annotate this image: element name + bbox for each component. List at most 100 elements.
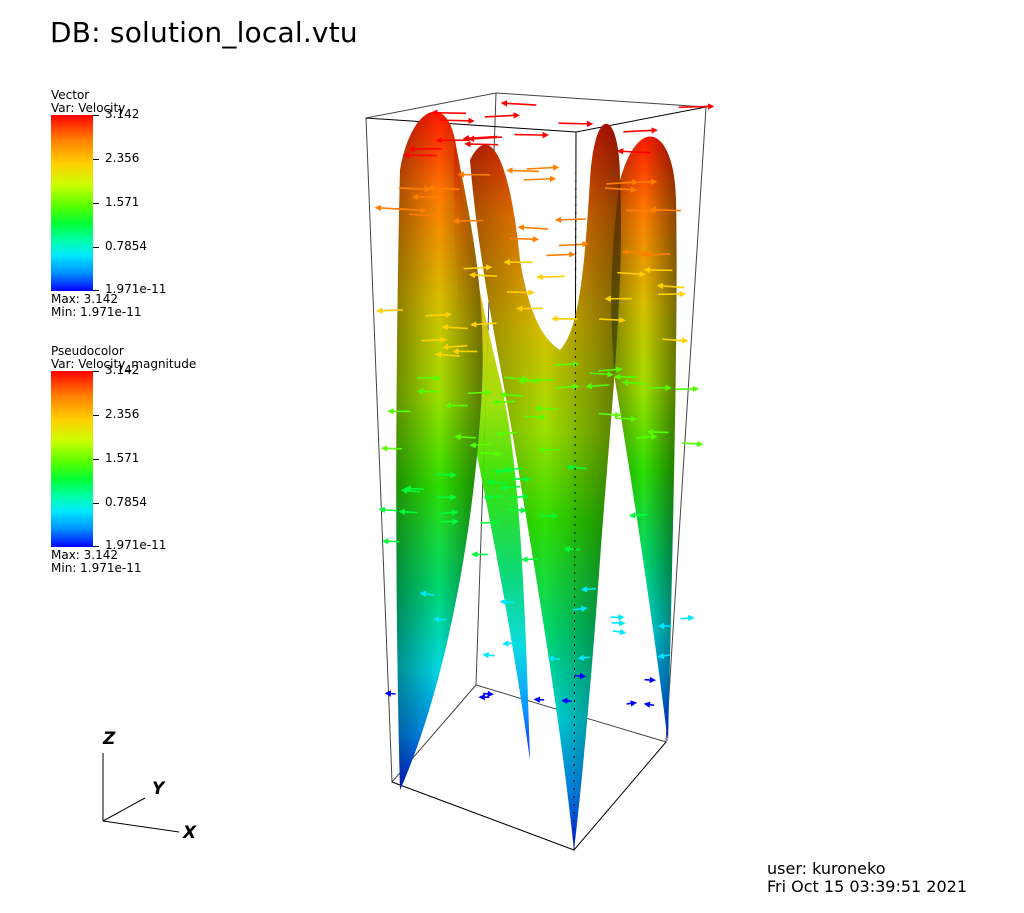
vector-glyphs (374, 100, 715, 708)
z-axis-label: Z (103, 729, 116, 749)
vector-glyph (555, 383, 580, 390)
vector-glyph (523, 175, 557, 183)
vector-glyph (649, 206, 681, 213)
vector-glyph (462, 135, 498, 142)
vector-glyph (628, 512, 648, 519)
vector-glyph (509, 235, 540, 243)
vector-glyph (526, 164, 560, 171)
legend-variable: Var: Velocity (51, 101, 126, 115)
colorbar-tick-label: 1.571 (105, 451, 140, 465)
colorbar-tick (93, 203, 99, 204)
vector-glyph (616, 148, 651, 155)
database-title: DB: solution_local.vtu (50, 16, 358, 49)
colorbar-tick (93, 290, 99, 291)
vector-glyph (469, 441, 491, 449)
vector-glyph (378, 506, 398, 514)
vector-glyph (380, 445, 403, 452)
vector-glyph (561, 697, 572, 705)
vector-glyph (517, 224, 549, 231)
vector-glyph (421, 336, 447, 344)
vector-glyph (599, 316, 626, 324)
vector-glyph (626, 700, 638, 707)
vector-glyph (500, 100, 537, 107)
vector-glyph (384, 690, 396, 697)
user-info: user: kuroneko Fri Oct 15 03:39:51 2021 (767, 860, 967, 896)
vector-glyph (375, 307, 404, 314)
vector-glyph (454, 433, 476, 441)
vector-glyph (558, 120, 594, 128)
vector-glyph (403, 151, 437, 159)
vector-glyph (439, 117, 475, 125)
vector-glyph (644, 676, 657, 684)
colorbar-tick (93, 459, 99, 460)
colorbar-tick (93, 159, 99, 160)
vector-glyph (536, 273, 565, 281)
vector-glyph (623, 127, 658, 134)
vector-glyph (482, 651, 495, 659)
vector-glyph (574, 672, 587, 680)
y-axis-label: Y (152, 779, 165, 799)
vector-glyph (523, 413, 547, 421)
vector-glyph (492, 398, 516, 406)
legend-plot-type: Vector (51, 88, 90, 102)
vector-glyph (416, 388, 441, 395)
legend-variable: Var: Velocity_magnitude (51, 357, 197, 371)
vector-glyph (484, 112, 520, 119)
vector-glyph (640, 251, 671, 259)
colorbar-tick-label: 1.571 (105, 195, 140, 209)
vector-glyph (558, 241, 589, 248)
colorbar-tick-label: 0.7854 (105, 239, 147, 253)
vector-glyph (573, 605, 588, 613)
timestamp: Fri Oct 15 03:39:51 2021 (767, 877, 968, 896)
vector-glyph (486, 479, 507, 486)
vector-glyph (612, 628, 627, 636)
vector-glyph (483, 494, 503, 501)
colorbar-tick-label: 0.7854 (105, 495, 147, 509)
colorbar-tick-label: 3.142 (105, 363, 140, 377)
vector-glyph (381, 538, 400, 545)
vector-glyph (409, 212, 441, 220)
vector-glyph (643, 701, 655, 708)
legend-max: Max: 3.142 (51, 292, 119, 306)
vector-glyph (430, 109, 467, 116)
vector-glyph (419, 590, 435, 598)
vector-glyph (585, 383, 610, 390)
vector-glyph (656, 282, 685, 290)
vector-glyph (398, 508, 418, 516)
vector-glyph (622, 248, 652, 256)
colorbar-tick (93, 503, 99, 504)
vector-glyph (617, 270, 646, 278)
colorbar: 3.142 2.356 1.571 0.7854 1.971e-11 (51, 364, 211, 552)
legend-min: Min: 1.971e-11 (51, 305, 142, 319)
vector-glyph (604, 186, 638, 193)
vector-glyph (547, 655, 560, 662)
vector-glyph (499, 598, 515, 606)
vector-glyph (506, 167, 539, 174)
pseudocolor-legend: Pseudocolor Var: Velocity_magnitude 3.14… (51, 345, 211, 575)
vector-glyph (506, 289, 535, 296)
vector-glyph (464, 140, 499, 148)
vector-glyph (598, 411, 622, 419)
vector-glyph (404, 485, 424, 492)
legend-min: Min: 1.971e-11 (51, 561, 142, 575)
vector-glyph (499, 391, 523, 399)
colorbar-tick-label: 2.356 (105, 151, 140, 165)
colorbar-tick-label: 3.142 (105, 107, 140, 121)
vector-glyph (468, 271, 498, 279)
vector-glyph (577, 654, 590, 661)
vector-glyph (554, 216, 586, 224)
vector-glyph (514, 131, 549, 139)
vector-glyph (598, 366, 623, 373)
vector-glyph (554, 361, 580, 368)
vector-glyph (682, 440, 704, 448)
vector-glyph (621, 379, 646, 386)
vector-glyph (427, 184, 460, 192)
vector-glyph (511, 476, 532, 483)
vector-glyph (509, 493, 530, 500)
vector-glyph (646, 428, 669, 436)
colorbar-tick (93, 371, 99, 372)
vector-glyph (439, 509, 459, 516)
legend-plot-type: Pseudocolor (51, 344, 124, 358)
vector-glyph (662, 337, 689, 344)
